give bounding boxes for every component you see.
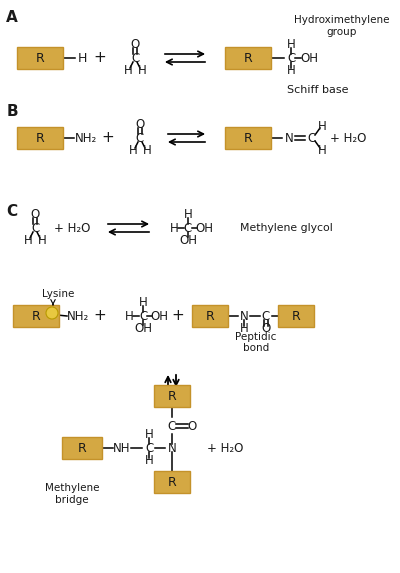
Text: H: H (170, 222, 178, 234)
Text: B: B (6, 104, 18, 120)
Text: C: C (145, 442, 153, 454)
Text: N: N (285, 131, 293, 144)
FancyBboxPatch shape (154, 471, 190, 493)
FancyBboxPatch shape (13, 305, 59, 327)
Text: H: H (24, 234, 32, 248)
Text: H: H (287, 38, 295, 52)
Text: N: N (240, 309, 248, 323)
Text: H: H (143, 144, 151, 158)
Text: N: N (168, 442, 176, 454)
Text: H: H (318, 143, 326, 156)
Text: C: C (6, 205, 18, 219)
Text: +: + (94, 308, 106, 324)
Text: OH: OH (150, 309, 168, 323)
FancyBboxPatch shape (17, 127, 63, 149)
Text: H: H (125, 309, 133, 323)
Text: O: O (135, 119, 145, 131)
Text: H: H (77, 52, 87, 65)
FancyBboxPatch shape (192, 305, 228, 327)
Text: R: R (36, 52, 44, 65)
FancyBboxPatch shape (278, 305, 314, 327)
Text: H: H (240, 323, 248, 336)
Text: C: C (168, 419, 176, 433)
Text: + H₂O: + H₂O (330, 131, 366, 144)
Text: H: H (139, 296, 147, 309)
Text: C: C (262, 309, 270, 323)
Text: O: O (187, 419, 197, 433)
Text: + H₂O: + H₂O (54, 222, 90, 234)
Text: H: H (38, 234, 46, 248)
Text: O: O (30, 209, 40, 222)
Text: C: C (308, 131, 316, 144)
Text: bond: bond (243, 343, 269, 353)
Text: R: R (168, 390, 176, 402)
Text: +: + (172, 308, 184, 324)
FancyBboxPatch shape (17, 47, 63, 69)
Text: R: R (244, 52, 252, 65)
Text: R: R (244, 131, 252, 144)
Text: OH: OH (195, 222, 213, 234)
Text: C: C (184, 222, 192, 234)
Text: OH: OH (300, 52, 318, 65)
Text: C: C (31, 222, 39, 234)
Text: Schiff base: Schiff base (287, 85, 349, 95)
Text: O: O (130, 38, 140, 52)
Text: R: R (36, 131, 44, 144)
Text: H: H (145, 429, 153, 442)
Text: group: group (327, 27, 357, 37)
Text: OH: OH (134, 323, 152, 336)
Text: H: H (124, 65, 132, 77)
Text: A: A (6, 10, 18, 26)
Text: C: C (131, 52, 139, 65)
Text: H: H (129, 144, 137, 158)
Text: H: H (287, 65, 295, 77)
Text: C: C (139, 309, 147, 323)
Text: Hydroximethylene: Hydroximethylene (294, 15, 390, 25)
Text: NH₂: NH₂ (75, 131, 97, 144)
Text: bridge: bridge (55, 495, 89, 505)
Text: H: H (184, 209, 192, 222)
Text: NH: NH (113, 442, 131, 454)
Text: C: C (136, 131, 144, 144)
Text: R: R (292, 309, 300, 323)
FancyBboxPatch shape (225, 127, 271, 149)
Text: O: O (261, 323, 271, 336)
Circle shape (46, 307, 58, 319)
FancyBboxPatch shape (154, 385, 190, 407)
Text: +: + (102, 131, 114, 146)
Text: +: + (94, 50, 106, 65)
Text: + H₂O: + H₂O (207, 442, 243, 454)
Text: R: R (32, 309, 40, 323)
FancyBboxPatch shape (62, 437, 102, 459)
Text: H: H (318, 120, 326, 132)
Text: R: R (206, 309, 214, 323)
Text: Peptidic: Peptidic (235, 332, 277, 342)
Text: Methylene: Methylene (45, 483, 99, 493)
Text: OH: OH (179, 234, 197, 248)
Text: R: R (78, 442, 86, 454)
Text: NH₂: NH₂ (67, 309, 89, 323)
FancyBboxPatch shape (225, 47, 271, 69)
Text: Lysine: Lysine (42, 289, 74, 299)
Text: Methylene glycol: Methylene glycol (240, 223, 332, 233)
Text: R: R (168, 476, 176, 489)
Text: C: C (287, 52, 295, 65)
Text: H: H (138, 65, 146, 77)
Text: H: H (145, 454, 153, 468)
